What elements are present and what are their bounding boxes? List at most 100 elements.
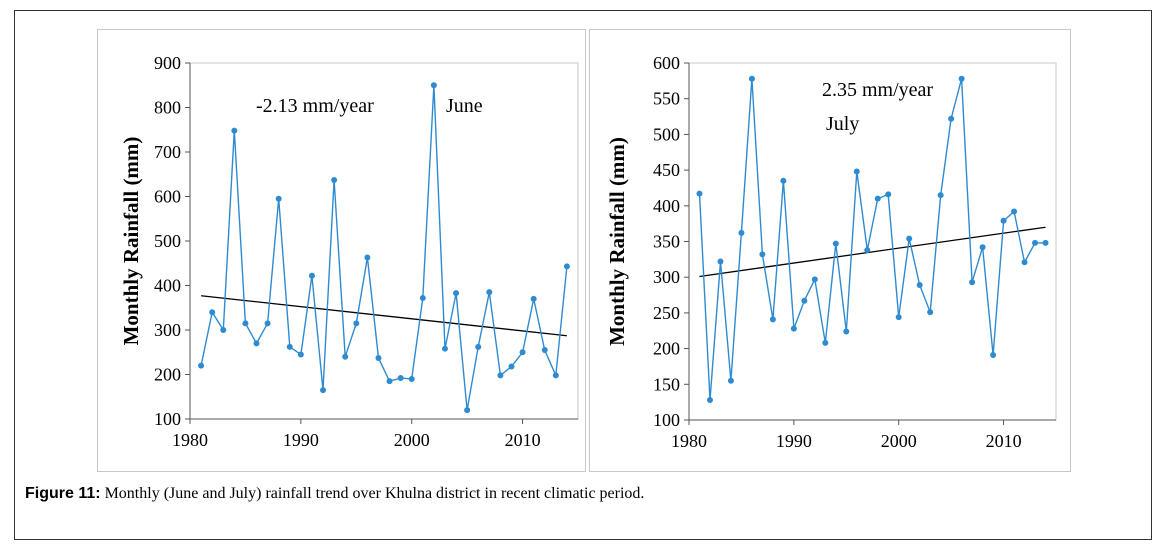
x-tick-label: 2000 [881,431,917,451]
y-tick-label: 300 [653,267,680,287]
month-annotation: July [826,113,859,135]
trend-rate-annotation: -2.13 mm/year [256,95,374,117]
rainfall-point [275,195,282,202]
rainfall-point [1000,217,1007,224]
y-tick-label: 150 [653,374,680,394]
month-annotation: June [446,95,483,117]
rainfall-point [308,272,315,279]
rainfall-point [832,240,839,247]
rainfall-point [895,314,902,321]
rainfall-point [475,343,482,350]
rainfall-point [1032,239,1039,246]
rainfall-point [748,75,755,82]
rainfall-point [430,82,437,89]
rainfall-point [286,343,293,350]
trend-line [201,295,567,337]
rainfall-point [1011,208,1018,215]
rainfall-point [386,378,393,385]
x-tick-label: 1990 [776,431,812,451]
rainfall-point [220,327,227,333]
y-tick-label: 450 [653,160,680,180]
x-tick-label: 2000 [394,430,430,450]
x-tick-label: 2010 [505,430,541,450]
y-tick-label: 500 [154,231,181,251]
rainfall-point [822,339,829,346]
y-tick-label: 200 [154,365,181,385]
rainfall-point [209,309,216,316]
rainfall-point [717,258,724,265]
rainfall-point [853,168,860,175]
rainfall-point [843,328,850,335]
rainfall-point [552,372,559,379]
y-axis-label: Monthly Rainfall (mm) [119,137,143,346]
y-tick-label: 200 [653,339,680,359]
trend-rate-annotation: 2.35 mm/year [822,79,933,101]
rainfall-point [508,363,515,370]
y-tick-label: 300 [154,320,181,340]
x-tick-label: 1980 [671,431,707,451]
rainfall-point [541,347,548,354]
figure-caption-lead: Figure 11: [25,485,101,502]
x-tick-label: 1980 [172,430,208,450]
rainfall-point [801,297,808,304]
rainfall-series-line [698,78,1046,401]
y-tick-label: 500 [653,124,680,144]
rainfall-point [486,289,493,296]
june-chart-panel: 100 200 300 400 500 600 700 800 900 1980 1990 2000 2… [97,29,586,472]
y-tick-label: 100 [154,409,181,429]
rainfall-point [519,349,526,356]
y-tick-label: 100 [653,410,680,430]
rainfall-point [864,247,871,254]
y-tick-label: 900 [154,53,181,73]
rainfall-series-line [200,85,568,411]
rainfall-point [696,190,703,197]
rainfall-point [563,263,570,270]
plot-area [189,62,579,420]
rainfall-point [885,191,892,198]
x-tick-label: 2010 [986,431,1022,451]
rainfall-point [441,345,448,352]
rainfall-point [353,320,360,327]
y-tick-label: 550 [653,89,680,109]
rainfall-point [937,192,944,199]
rainfall-point [727,377,734,384]
rainfall-point [364,254,371,261]
rainfall-point [906,235,913,242]
rainfall-point [453,290,460,297]
rainfall-point [375,355,382,362]
y-tick-label: 800 [154,98,181,118]
rainfall-point [979,244,986,251]
rainfall-point [790,325,797,332]
rainfall-point [916,282,923,289]
rainfall-point [253,340,260,347]
rainfall-point [1021,259,1028,266]
y-tick-label: 600 [653,53,680,73]
y-tick-label: 700 [154,142,181,162]
rainfall-point [320,387,327,394]
rainfall-point [231,127,238,134]
rainfall-point [464,407,471,414]
july-chart-panel: 100 150 200 250 300 350 400 450 500 550 600 1980 199… [589,29,1071,472]
rainfall-point [769,316,776,323]
figure-caption: Figure 11: Monthly (June and July) rainf… [25,485,644,503]
rainfall-point [759,251,766,258]
rainfall-point [1042,239,1049,246]
y-tick-label: 350 [653,232,680,252]
y-tick-label: 600 [154,187,181,207]
rainfall-point [811,276,818,283]
rainfall-point [397,375,404,382]
rainfall-point [497,372,504,379]
trend-line [699,226,1046,278]
y-axis-label: Monthly Rainfall (mm) [605,137,629,346]
rainfall-point [874,195,881,202]
rainfall-point [706,397,713,404]
y-tick-label: 400 [653,196,680,216]
plot-area [688,62,1057,421]
rainfall-point [530,295,537,302]
figure-frame: 100 200 300 400 500 600 700 800 900 1980 1990 2000 2… [14,10,1152,540]
rainfall-point [948,115,955,122]
rainfall-point [408,375,415,382]
rainfall-point [331,177,338,184]
rainfall-point [780,177,787,184]
rainfall-point [969,279,976,286]
